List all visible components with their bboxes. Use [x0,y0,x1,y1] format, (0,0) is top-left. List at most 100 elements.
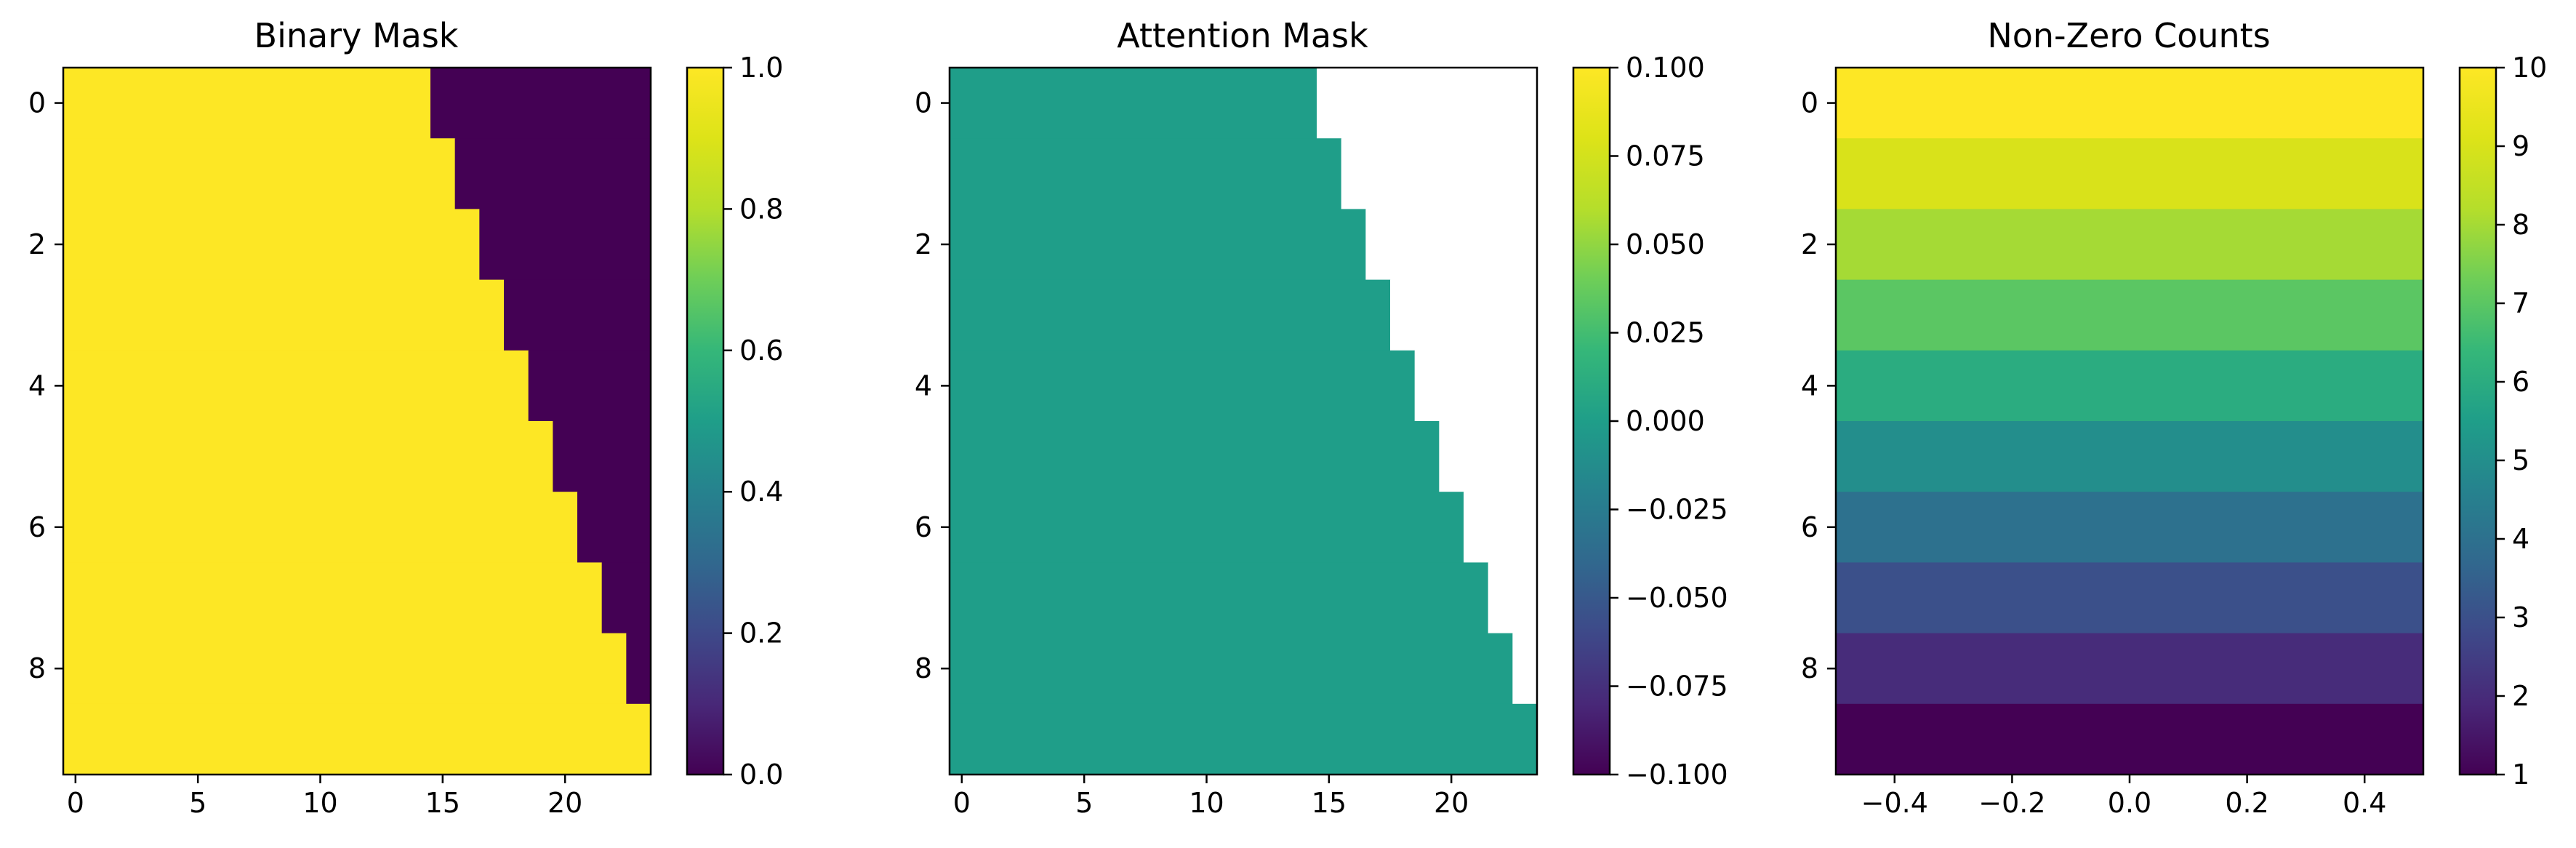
heatmap-cell-block [950,562,1489,634]
heatmap-cell-block [950,421,1440,492]
heatmap-cell-block [63,350,529,422]
colorbar-tick-label: 0.050 [1626,228,1705,260]
heatmap-cell-block [950,279,1391,351]
heatmap-cell-block [950,350,1416,422]
heatmap-cell [1836,703,2423,775]
colorbar-ticks-non-zero-counts: 1 2 3 4 5 6 7 8 9 10 [2496,52,2547,791]
y-tick-label: 6 [1801,511,1818,543]
heatmap-cell-block [950,68,1317,139]
heatmap-cell-block [950,703,1538,775]
colorbar-tick-label: −0.050 [1626,582,1728,614]
colorbar-tick-label: 6 [2512,366,2529,398]
colorbar-tick-label: 0.000 [1626,405,1705,437]
y-tick-label: 0 [28,87,46,119]
heatmap-cell-block [63,279,505,351]
axis-ticks-attention-mask: 0 5 10 15 20 0 2 4 6 8 [915,87,1469,819]
heatmap-cell-block [626,633,651,705]
colorbar-tick-label: 0.100 [1626,52,1705,84]
panel-non-zero-counts: Non-Zero Counts −0.4 −0.2 0.0 0.2 0.4 0 2 4 6 8 1… [1801,16,2548,819]
heatmap-non-zero-counts [1836,68,2423,775]
colorbar-tick-label: 8 [2512,209,2529,241]
colorbar-tick-label: −0.075 [1626,671,1728,703]
heatmap-masked-block [1439,421,1538,492]
axes-frame-binary-mask [62,66,652,776]
y-tick-label: 8 [1801,652,1818,684]
colorbar-tick-label: 1 [2512,759,2529,791]
x-tick-label: 0 [953,787,971,819]
axis-ticks-non-zero-counts: −0.4 −0.2 0.0 0.2 0.4 0 2 4 6 8 [1801,87,2387,819]
x-tick-label: 20 [1434,787,1469,819]
heatmap-cell-block [950,209,1366,281]
y-tick-label: 6 [28,511,46,543]
heatmap-cell-block [504,279,651,351]
title-attention-mask: Attention Mask [1117,16,1368,55]
heatmap-cell-block [950,138,1342,209]
axis-ticks-binary-mask: 0 5 10 15 20 0 2 4 6 8 [28,87,583,819]
title-non-zero-counts: Non-Zero Counts [1987,16,2270,55]
heatmap-cell [1836,562,2423,634]
colorbar-binary-mask [686,66,725,776]
heatmap-masked-block [1317,68,1538,139]
x-tick-label: 15 [425,787,460,819]
heatmap-cell-block [950,492,1464,563]
heatmap-binary-mask [63,68,651,775]
x-tick-label: 15 [1312,787,1347,819]
heatmap-cell [1836,279,2423,351]
heatmap-masked-block [1365,209,1538,281]
heatmap-cell [1836,350,2423,422]
heatmap-masked-block [1488,562,1538,634]
heatmap-cell-block [950,633,1513,705]
heatmap-cell-block [63,138,456,209]
y-tick-label: 4 [1801,369,1818,401]
x-tick-label: 10 [1189,787,1224,819]
x-tick-label: 0.4 [2343,787,2386,819]
colorbar-tick-label: −0.025 [1626,494,1728,526]
colorbar-tick-label: 10 [2512,52,2547,84]
colorbar-tick-label: 0.6 [739,335,783,367]
heatmap-cell-block [63,421,553,492]
colorbar-tick-label: 3 [2512,601,2529,633]
y-tick-label: 2 [915,228,932,260]
y-tick-label: 4 [915,369,932,401]
heatmap-cell-block [553,421,651,492]
colorbar-attention-mask [1572,66,1611,776]
heatmap-cell [1836,492,2423,563]
colorbar-tick-label: 9 [2512,130,2529,162]
x-tick-label: 0.0 [2108,787,2151,819]
panel-attention-mask: Attention Mask 0 5 10 15 20 0 2 4 6 8 −0.100 −0.07… [915,16,1728,819]
axes-frame-attention-mask [948,66,1538,776]
heatmap-cell-block [63,633,627,705]
heatmap-masked-block [1414,350,1538,422]
colorbar-tick-label: 0.8 [739,193,783,225]
x-tick-label: 10 [302,787,337,819]
y-tick-label: 0 [915,87,932,119]
y-tick-label: 2 [28,228,46,260]
heatmap-cell-block [601,562,651,634]
heatmap-cell-block [63,209,480,281]
heatmap-cell [1836,421,2423,492]
colorbar-tick-label: 7 [2512,287,2529,319]
heatmap-cell-block [528,350,651,422]
heatmap-attention-mask [950,68,1538,775]
colorbar-tick-label: 0.0 [739,759,783,791]
heatmap-cell-block [63,68,431,139]
colorbar-tick-label: 4 [2512,523,2529,555]
y-tick-label: 2 [1801,228,1818,260]
colorbar-tick-label: 2 [2512,680,2529,712]
heatmap-cell [1836,633,2423,705]
x-tick-label: −0.2 [1978,787,2045,819]
title-binary-mask: Binary Mask [254,16,459,55]
heatmap-cell-block [454,138,651,209]
colorbar-tick-label: 1.0 [739,52,783,84]
colorbar-tick-label: 0.2 [739,617,783,649]
heatmap-cell-block [63,492,578,563]
colorbar-ticks-binary-mask: 0.0 0.2 0.4 0.6 0.8 1.0 [723,52,783,791]
heatmap-cell-block [63,703,651,775]
y-tick-label: 8 [915,652,932,684]
y-tick-label: 6 [915,511,932,543]
x-tick-label: 0 [67,787,84,819]
x-tick-label: −0.4 [1861,787,1928,819]
y-tick-label: 8 [28,652,46,684]
